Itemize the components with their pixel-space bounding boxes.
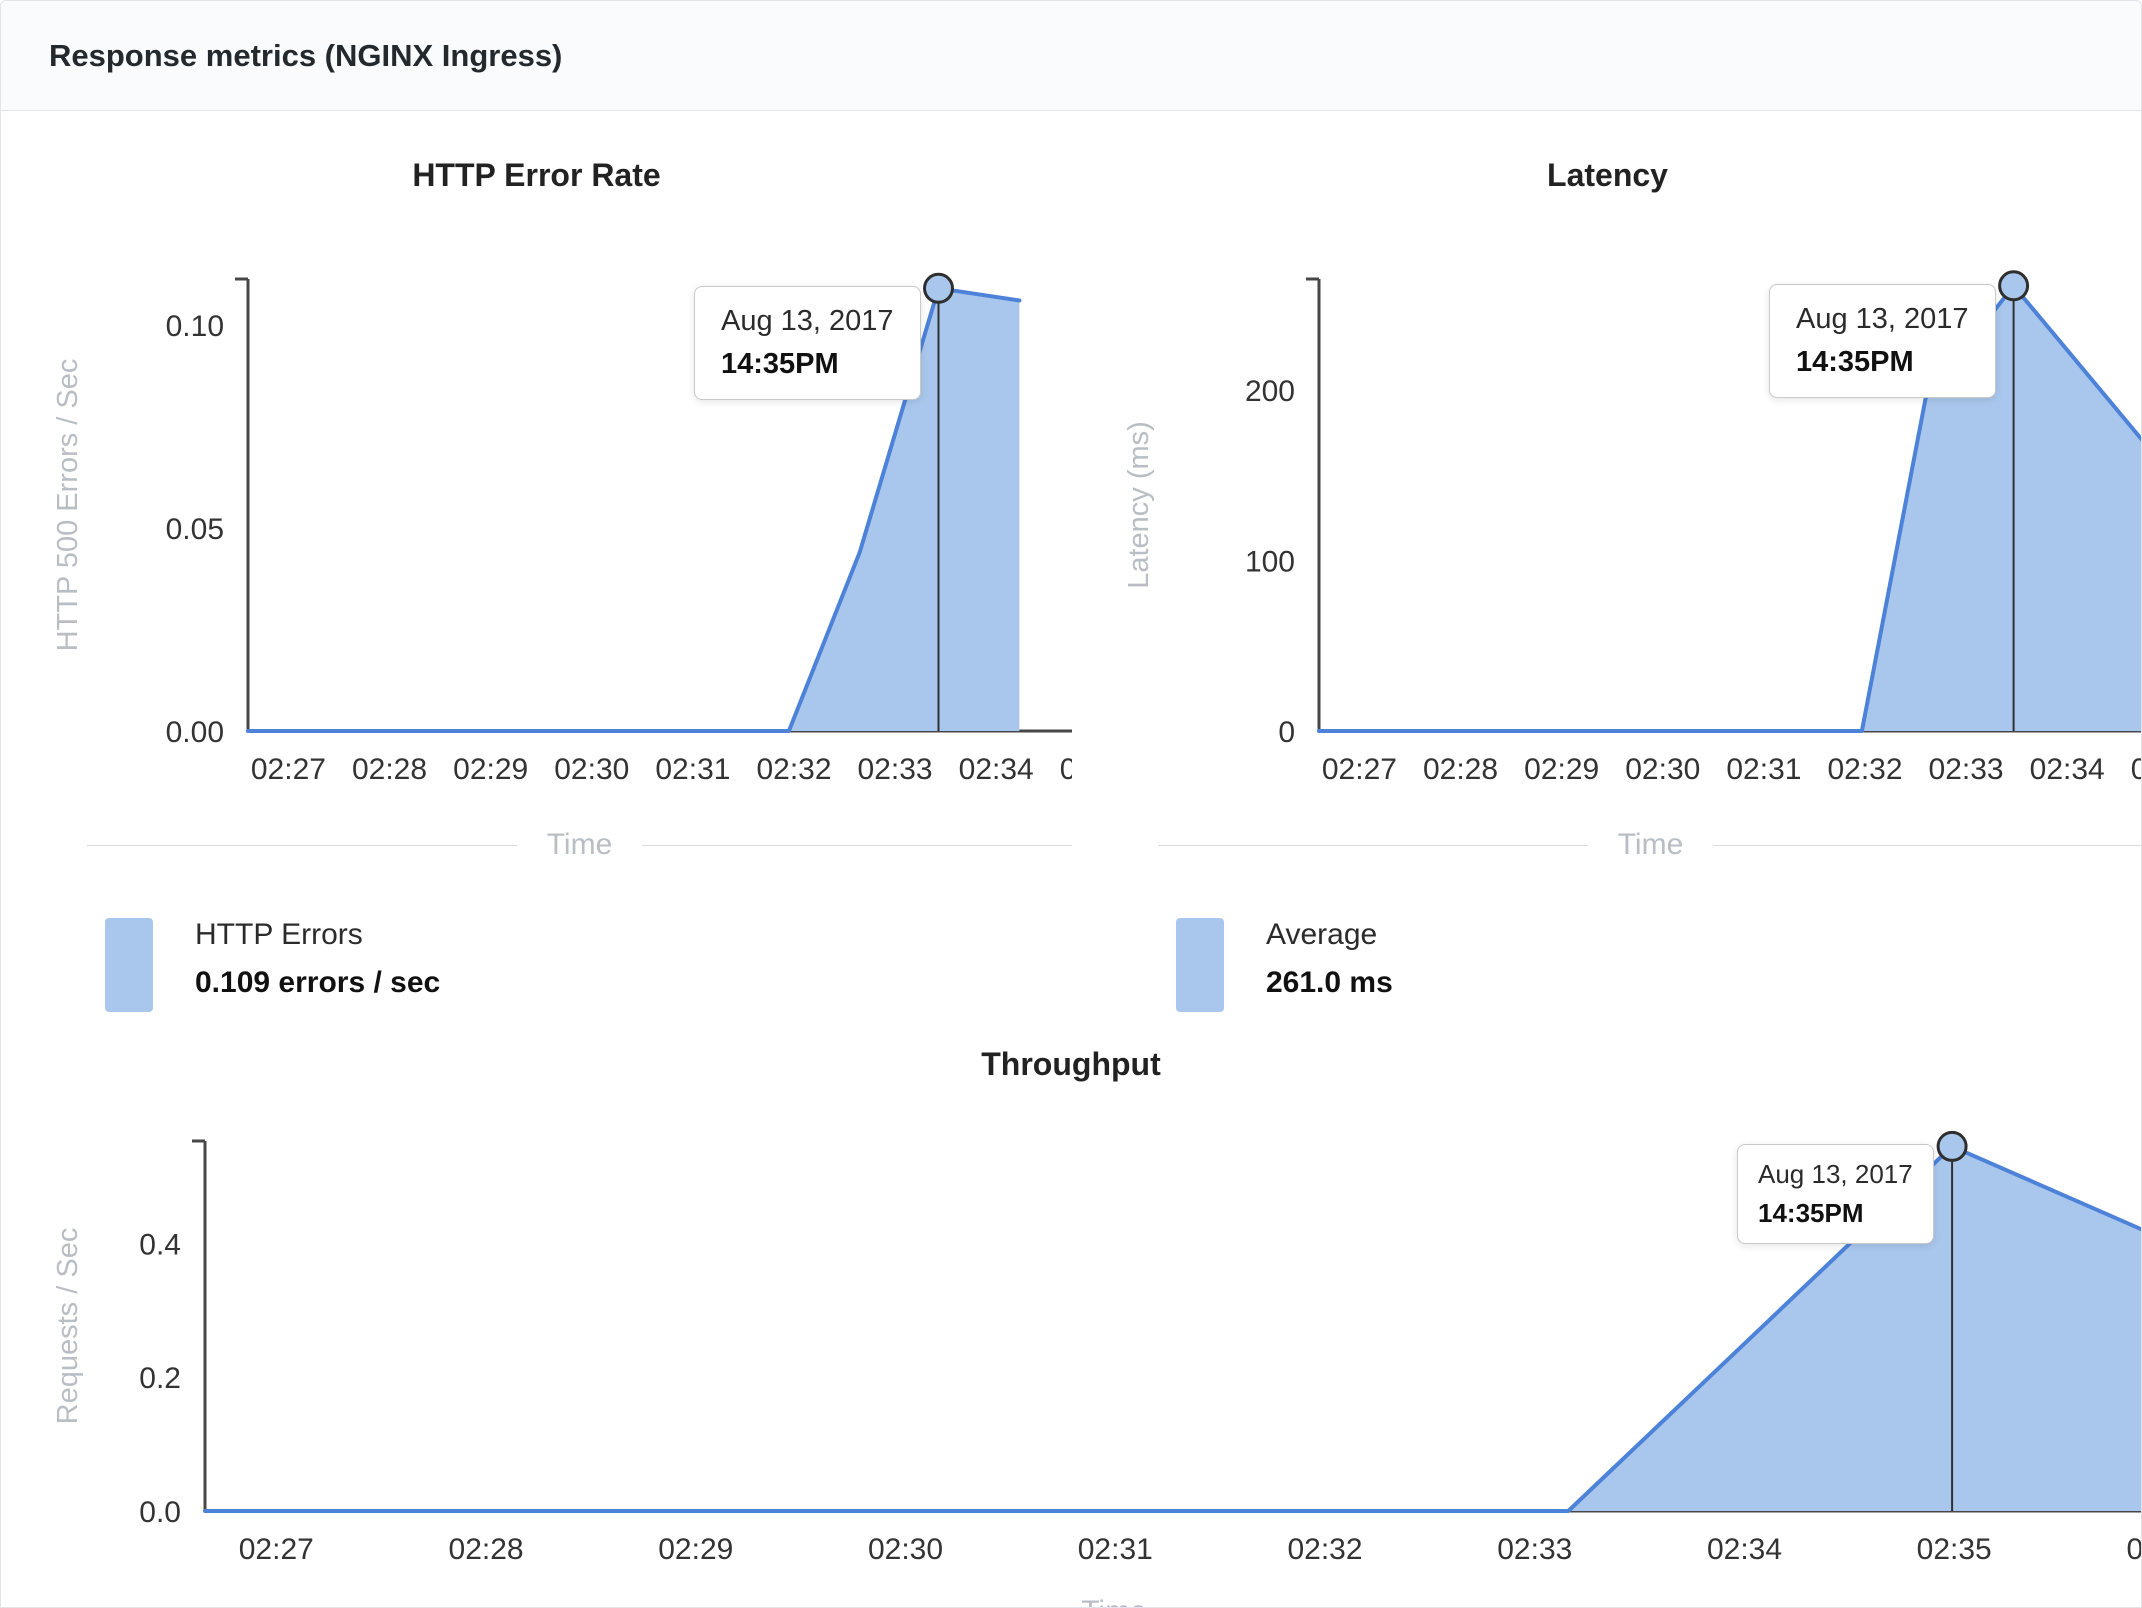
svg-text:02:32: 02:32 (756, 753, 831, 786)
svg-text:02:29: 02:29 (453, 753, 528, 786)
http-errors-swatch (105, 918, 153, 1012)
svg-text:Requests / Sec: Requests / Sec (52, 1228, 84, 1425)
svg-text:200: 200 (1245, 375, 1295, 408)
svg-text:02:31: 02:31 (1726, 753, 1801, 786)
svg-text:02:32: 02:32 (1287, 1533, 1362, 1566)
svg-text:02:28: 02:28 (352, 753, 427, 786)
legend-label: HTTP Errors (195, 918, 363, 951)
svg-text:100: 100 (1245, 545, 1295, 578)
time-label: Time (546, 828, 613, 861)
latency-plot-area: 0 100 200 02:27 02:28 02:29 02:30 02:31 02:32 02:… (1072, 226, 2142, 786)
svg-text:02:33: 02:33 (1497, 1533, 1572, 1566)
top-charts-row: HTTP Error Rate 0.00 0.05 0.10 02:27 02:28 02… (1, 157, 2141, 862)
svg-text:Latency (ms): Latency (ms) (1123, 421, 1155, 589)
throughput-title: Throughput (981, 1046, 1161, 1082)
svg-text:02:35: 02:35 (1060, 753, 1072, 786)
legend-label: Average (1266, 918, 1378, 951)
tooltip-time: 14:35PM (1796, 346, 1914, 378)
legend-value: 261.0 ms (1266, 966, 1393, 999)
svg-text:0: 0 (1278, 716, 1295, 749)
tooltip-time: 14:35PM (721, 348, 839, 380)
svg-text:0.2: 0.2 (139, 1362, 181, 1395)
throughput-plot-area: 0.0 0.2 0.4 02:27 02:28 02:29 02:30 02:31 02:32 0… (1, 1111, 2141, 1581)
latency-tooltip: Aug 13, 2017 14:35PM (1769, 284, 1996, 398)
svg-text:02:29: 02:29 (1524, 753, 1599, 786)
svg-text:02:32: 02:32 (1827, 753, 1902, 786)
error-rate-x-axis-caption: Time (87, 828, 1072, 862)
svg-text:0.10: 0.10 (166, 310, 224, 343)
svg-text:02:31: 02:31 (1078, 1533, 1153, 1566)
svg-text:02:31: 02:31 (655, 753, 730, 786)
legend-row: HTTP Errors 0.109 errors / sec Average 2… (1, 918, 2141, 1012)
tooltip-date: Aug 13, 2017 (1758, 1159, 1913, 1189)
svg-text:02:34: 02:34 (2030, 753, 2105, 786)
tooltip-date: Aug 13, 2017 (1796, 303, 1969, 335)
average-latency-legend: Average 261.0 ms (1176, 918, 2141, 1012)
latency-chart: Latency 0 100 200 02:27 02:28 02:29 02:30 02:31… (1072, 157, 2142, 862)
throughput-x-axis-caption: Time (87, 1595, 2141, 1607)
svg-text:02:28: 02:28 (449, 1533, 524, 1566)
legend-text: HTTP Errors 0.109 errors / sec (195, 918, 440, 1012)
svg-text:02:27: 02:27 (251, 753, 326, 786)
tooltip-time: 14:35PM (1758, 1198, 1864, 1228)
legend-col-right: Average 261.0 ms (1072, 918, 2141, 1012)
tooltip-date: Aug 13, 2017 (721, 305, 894, 337)
throughput-plot[interactable]: 0.0 0.2 0.4 02:27 02:28 02:29 02:30 02:31 02:32 0… (1, 1111, 2142, 1581)
legend-text: Average 261.0 ms (1266, 918, 1393, 1012)
svg-text:02:27: 02:27 (1322, 753, 1397, 786)
svg-text:02:36: 02:36 (2126, 1533, 2142, 1566)
throughput-tooltip: Aug 13, 2017 14:35PM (1737, 1144, 1934, 1244)
panel-header: Response metrics (NGINX Ingress) (1, 1, 2141, 111)
http-error-rate-plot-area: 0.00 0.05 0.10 02:27 02:28 02:29 02:30 02:31 02:… (1, 226, 1072, 786)
time-label: Time (1617, 828, 1684, 861)
svg-text:HTTP 500 Errors / Sec: HTTP 500 Errors / Sec (52, 359, 84, 652)
http-error-rate-title: HTTP Error Rate (412, 157, 661, 193)
svg-text:02:33: 02:33 (858, 753, 933, 786)
latency-title: Latency (1547, 157, 1668, 193)
http-error-rate-chart: HTTP Error Rate 0.00 0.05 0.10 02:27 02:28 02… (1, 157, 1072, 862)
http-error-rate-plot[interactable]: 0.00 0.05 0.10 02:27 02:28 02:29 02:30 02:31 02:… (1, 226, 1072, 786)
svg-text:02:34: 02:34 (959, 753, 1034, 786)
svg-text:02:28: 02:28 (1423, 753, 1498, 786)
panel-body: HTTP Error Rate 0.00 0.05 0.10 02:27 02:28 02… (1, 157, 2141, 1607)
average-latency-swatch (1176, 918, 1224, 1012)
svg-text:02:33: 02:33 (1929, 753, 2004, 786)
svg-text:02:34: 02:34 (1707, 1533, 1782, 1566)
legend-col-left: HTTP Errors 0.109 errors / sec (1, 918, 1072, 1012)
axis-divider-line (1158, 844, 1588, 846)
axis-divider-line (1713, 844, 2141, 846)
svg-text:02:35: 02:35 (1917, 1533, 1992, 1566)
axis-divider-line (87, 844, 517, 846)
legend-value: 0.109 errors / sec (195, 966, 441, 999)
throughput-chart: Throughput 0.0 0.2 0.4 02:27 02:28 02:29 02:30… (1, 1046, 2141, 1607)
svg-text:0.0: 0.0 (139, 1496, 181, 1529)
svg-text:0.05: 0.05 (166, 513, 224, 546)
latency-x-axis-caption: Time (1158, 828, 2141, 862)
axis-divider-line (642, 844, 1072, 846)
svg-text:0.4: 0.4 (139, 1228, 181, 1261)
http-errors-legend: HTTP Errors 0.109 errors / sec (105, 918, 1072, 1012)
http-error-rate-tooltip: Aug 13, 2017 14:35PM (694, 286, 921, 400)
svg-text:02:30: 02:30 (868, 1533, 943, 1566)
svg-text:02:30: 02:30 (554, 753, 629, 786)
time-label: Time (1081, 1595, 1147, 1607)
svg-text:02:35: 02:35 (2131, 753, 2142, 786)
panel-title: Response metrics (NGINX Ingress) (49, 37, 563, 73)
svg-text:02:30: 02:30 (1625, 753, 1700, 786)
svg-text:02:27: 02:27 (239, 1533, 314, 1566)
svg-text:0.00: 0.00 (166, 716, 224, 749)
svg-text:02:29: 02:29 (658, 1533, 733, 1566)
